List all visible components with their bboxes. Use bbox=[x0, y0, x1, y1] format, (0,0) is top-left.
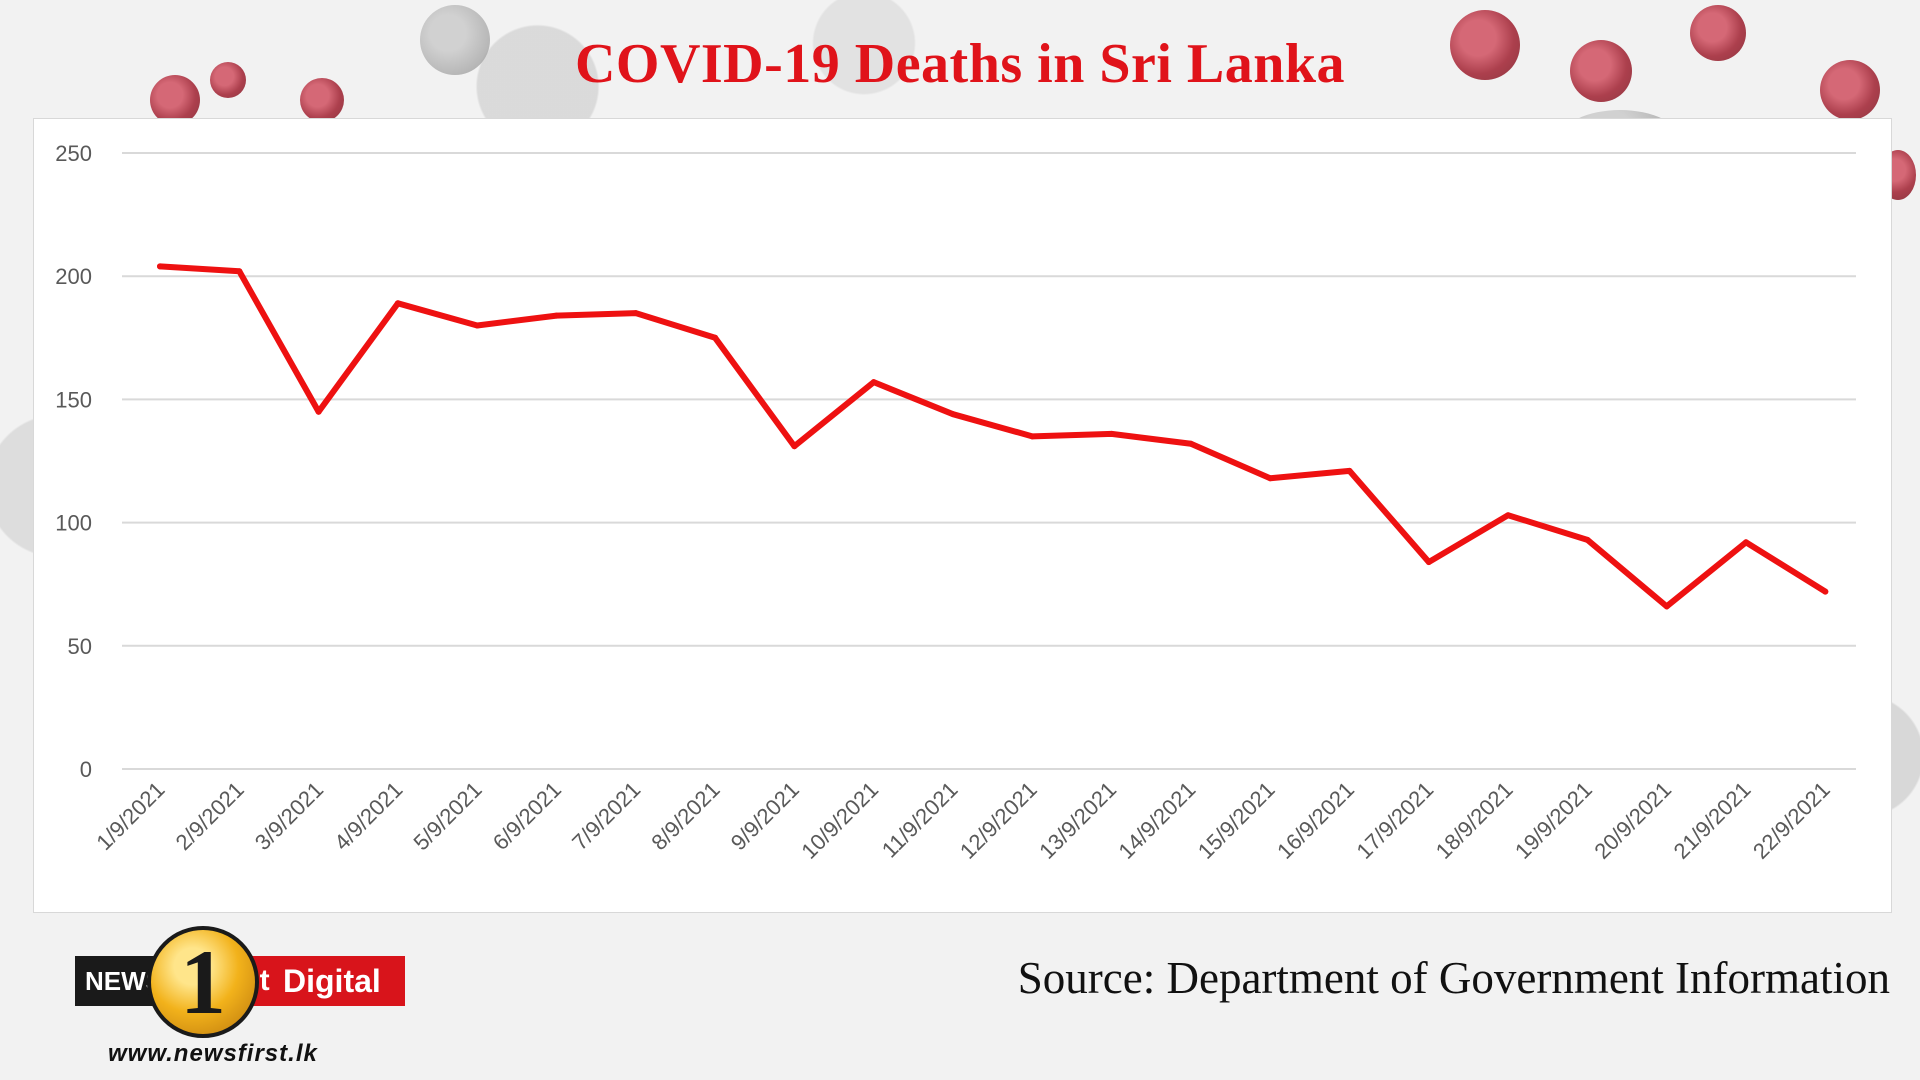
data-point bbox=[791, 443, 798, 450]
x-tick-label: 8/9/2021 bbox=[646, 777, 724, 855]
website-url[interactable]: www.newsfirst.lk bbox=[108, 1040, 318, 1067]
data-point bbox=[1267, 475, 1274, 482]
data-point bbox=[236, 268, 243, 275]
data-point bbox=[474, 322, 481, 329]
data-point bbox=[315, 408, 322, 415]
virus-decoration bbox=[1450, 10, 1520, 80]
x-tick-label: 4/9/2021 bbox=[329, 777, 407, 855]
x-tick-label: 5/9/2021 bbox=[409, 777, 487, 855]
data-point bbox=[1663, 603, 1670, 610]
data-point bbox=[157, 263, 163, 270]
virus-decoration bbox=[1570, 40, 1632, 102]
data-point bbox=[1346, 467, 1353, 474]
x-tick-label: 19/9/2021 bbox=[1510, 777, 1597, 864]
data-point bbox=[1505, 512, 1512, 519]
virus-decoration bbox=[300, 78, 344, 122]
x-tick-label: 20/9/2021 bbox=[1589, 777, 1676, 864]
y-tick-label: 250 bbox=[55, 141, 92, 166]
data-point bbox=[632, 310, 639, 317]
x-tick-label: 17/9/2021 bbox=[1351, 777, 1438, 864]
x-tick-label: 1/9/2021 bbox=[91, 777, 169, 855]
source-credit: Source: Department of Government Informa… bbox=[1017, 953, 1890, 1003]
data-point bbox=[394, 300, 401, 307]
virus-decoration bbox=[1690, 5, 1746, 61]
x-tick-label: 3/9/2021 bbox=[250, 777, 328, 855]
data-point bbox=[1425, 559, 1432, 566]
data-point bbox=[870, 379, 877, 386]
logo-one-badge: 1 bbox=[147, 926, 259, 1038]
x-tick-label: 13/9/2021 bbox=[1034, 777, 1121, 864]
data-point bbox=[1029, 433, 1036, 440]
x-tick-label: 21/9/2021 bbox=[1669, 777, 1756, 864]
x-tick-label: 18/9/2021 bbox=[1431, 777, 1518, 864]
y-tick-label: 0 bbox=[80, 757, 92, 782]
data-point bbox=[1822, 588, 1829, 595]
x-tick-label: 12/9/2021 bbox=[955, 777, 1042, 864]
x-tick-label: 16/9/2021 bbox=[1272, 777, 1359, 864]
data-point bbox=[1187, 440, 1194, 447]
y-tick-label: 50 bbox=[68, 634, 92, 659]
x-tick-label: 10/9/2021 bbox=[796, 777, 883, 864]
chart-title: COVID-19 Deaths in Sri Lanka bbox=[574, 33, 1346, 95]
y-tick-label: 200 bbox=[55, 264, 92, 289]
data-point bbox=[553, 312, 560, 319]
logo-digital-text: Digital bbox=[275, 956, 405, 1006]
line-chart: 0 50 100 150 200 250 1/9/2021 2/9/2021 3/9/2021 4… bbox=[55, 141, 1856, 864]
data-point bbox=[1584, 536, 1591, 543]
y-tick-label: 150 bbox=[55, 387, 92, 412]
data-point bbox=[712, 334, 719, 341]
series-line bbox=[157, 263, 1829, 610]
x-tick-label: 11/9/2021 bbox=[877, 777, 963, 863]
data-point bbox=[950, 411, 956, 418]
chart-panel: 0 50 100 150 200 250 1/9/2021 2/9/2021 3/9/2021 4… bbox=[33, 118, 1892, 913]
virus-decoration bbox=[420, 5, 490, 75]
virus-decoration bbox=[150, 75, 200, 125]
y-tick-label: 100 bbox=[55, 511, 92, 536]
x-tick-label: 9/9/2021 bbox=[726, 777, 804, 855]
x-tick-label: 15/9/2021 bbox=[1193, 777, 1280, 864]
x-tick-label: 6/9/2021 bbox=[488, 777, 566, 855]
x-tick-label: 22/9/2021 bbox=[1748, 777, 1835, 864]
virus-decoration bbox=[1820, 60, 1880, 120]
virus-decoration bbox=[210, 62, 246, 98]
data-point bbox=[1108, 430, 1115, 437]
x-tick-label: 14/9/2021 bbox=[1114, 777, 1201, 864]
data-point bbox=[1743, 539, 1749, 546]
x-tick-label: 2/9/2021 bbox=[171, 777, 249, 855]
x-tick-label: 7/9/2021 bbox=[567, 777, 645, 855]
newsfirst-logo[interactable]: NEWS st Digital 1 bbox=[75, 926, 405, 1046]
